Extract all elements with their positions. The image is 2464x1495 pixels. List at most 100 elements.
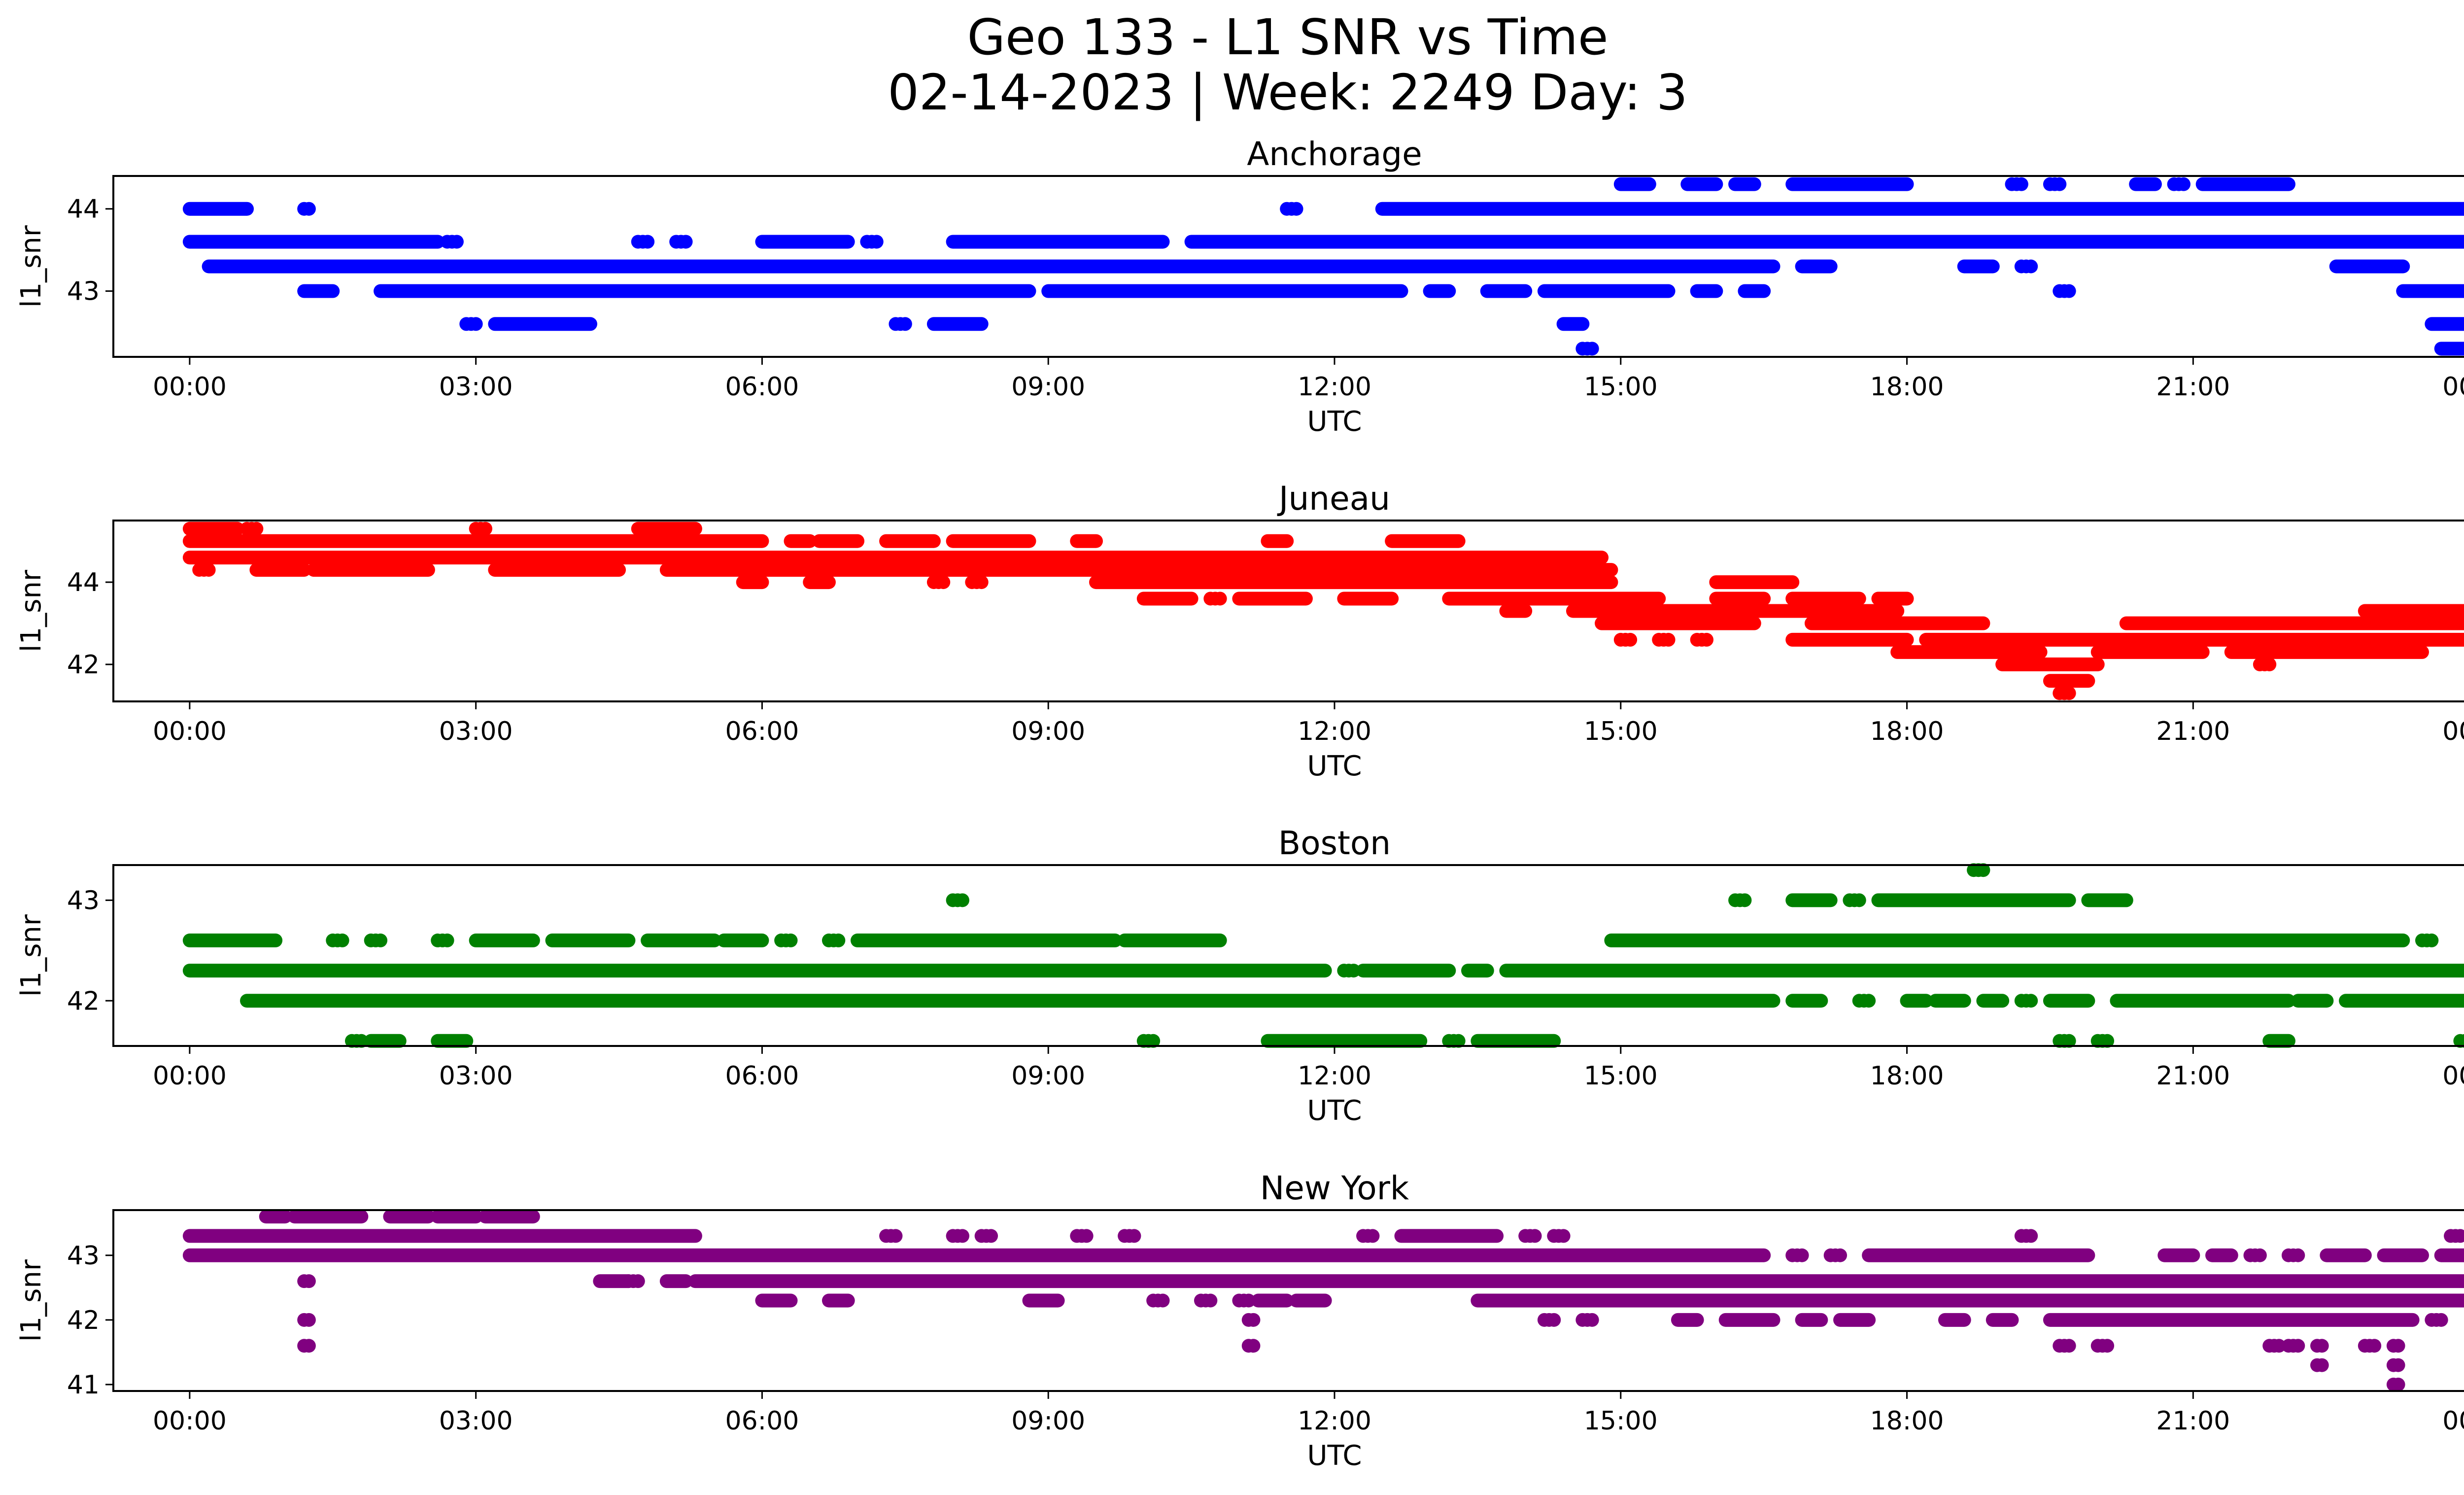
data-point xyxy=(1127,1229,1141,1243)
x-tick-label: 15:00 xyxy=(1584,1406,1658,1436)
data-point xyxy=(2062,1339,2076,1353)
data-point xyxy=(1585,342,1599,356)
subplot-title: New York xyxy=(1260,1169,1409,1207)
x-tick-label: 00:00 xyxy=(2442,1061,2464,1091)
data-point xyxy=(831,933,846,947)
x-tick-label: 21:00 xyxy=(2156,372,2230,402)
x-tick-label: 12:00 xyxy=(1298,1061,1371,1091)
data-point xyxy=(2458,1034,2464,1048)
data-points xyxy=(182,177,2464,356)
x-axis-label: UTC xyxy=(1307,750,1362,782)
data-point xyxy=(631,1274,645,1288)
data-points xyxy=(182,863,2464,1048)
x-tick-label: 12:00 xyxy=(1298,1406,1371,1436)
data-point xyxy=(1852,893,1866,907)
data-point xyxy=(1156,1293,1170,1308)
y-tick-label: 44 xyxy=(67,568,100,597)
y-tick-label: 42 xyxy=(67,986,100,1016)
data-point xyxy=(302,1274,316,1288)
y-tick-label: 43 xyxy=(67,1241,100,1271)
data-point xyxy=(2425,933,2439,947)
data-point xyxy=(1213,591,1227,606)
data-point xyxy=(249,522,264,536)
x-tick-label: 09:00 xyxy=(1011,372,1085,402)
data-point xyxy=(2100,1339,2115,1353)
data-point xyxy=(1862,994,1876,1008)
data-point xyxy=(1241,1293,1256,1308)
data-point xyxy=(1079,1229,1094,1243)
data-point xyxy=(1528,1229,1542,1243)
y-axis-label: l1_snr xyxy=(15,1259,47,1342)
data-point xyxy=(2062,686,2076,700)
subplot-new-york: New York 00:00 03:00 06:00 09:00 12:00 15:00 18… xyxy=(15,1169,2464,1472)
data-point xyxy=(1246,1313,1261,1327)
y-tick-label: 43 xyxy=(67,886,100,915)
x-tick-label: 18:00 xyxy=(1870,1061,1944,1091)
data-point xyxy=(440,933,454,947)
data-point xyxy=(2100,1034,2115,1048)
x-tick-label: 00:00 xyxy=(2442,717,2464,746)
data-point xyxy=(955,893,969,907)
x-tick-label: 00:00 xyxy=(2442,1406,2464,1436)
data-point xyxy=(1833,1248,1848,1262)
data-point xyxy=(2253,1248,2267,1262)
figure-subtitle: 02-14-2023 | Week: 2249 Day: 3 xyxy=(888,64,1687,121)
subplot-title: Anchorage xyxy=(1247,135,1422,173)
y-tick-label: 41 xyxy=(67,1370,100,1400)
data-point xyxy=(2291,1339,2305,1353)
data-point xyxy=(2315,1358,2329,1372)
x-tick-label: 18:00 xyxy=(1870,372,1944,402)
subplot-juneau: Juneau 00:00 03:00 06:00 09:00 12:00 15:00 18:0… xyxy=(15,480,2464,782)
data-point xyxy=(2315,1339,2329,1353)
data-point xyxy=(1451,1034,1466,1048)
data-point xyxy=(2014,177,2028,191)
subplot-title: Juneau xyxy=(1277,480,1390,518)
data-point xyxy=(1700,632,1714,647)
subplot-anchorage: Anchorage 00:00 03:00 06:00 09:00 12:00 15:00 1… xyxy=(15,135,2464,438)
x-tick-label: 21:00 xyxy=(2156,717,2230,746)
data-point xyxy=(898,317,912,331)
x-axis-label: UTC xyxy=(1307,406,1362,438)
data-point xyxy=(1661,632,1676,647)
data-point xyxy=(2024,1229,2038,1243)
data-point xyxy=(1585,1313,1599,1327)
x-tick-label: 12:00 xyxy=(1298,717,1371,746)
figure-title: Geo 133 - L1 SNR vs Time xyxy=(967,8,1608,66)
data-point xyxy=(1738,893,1752,907)
data-points xyxy=(182,1210,2464,1391)
data-point xyxy=(1203,1293,1218,1308)
data-point xyxy=(2053,177,2067,191)
x-tick-label: 00:00 xyxy=(153,1406,227,1436)
data-point xyxy=(2024,259,2038,274)
data-point xyxy=(2463,1037,2464,1045)
data-point xyxy=(2391,1339,2405,1353)
x-tick-label: 03:00 xyxy=(439,372,513,402)
x-tick-label: 18:00 xyxy=(1870,717,1944,746)
data-point xyxy=(302,1313,316,1327)
data-point xyxy=(1795,1248,1809,1262)
data-point xyxy=(1547,1313,1561,1327)
x-tick-label: 00:00 xyxy=(153,1061,227,1091)
data-point xyxy=(936,575,951,590)
x-tick-label: 15:00 xyxy=(1584,1061,1658,1091)
x-tick-label: 15:00 xyxy=(1584,372,1658,402)
data-point xyxy=(302,202,316,216)
data-point xyxy=(1346,964,1361,978)
data-point xyxy=(784,933,798,947)
data-point xyxy=(984,1229,998,1243)
x-tick-label: 06:00 xyxy=(725,1061,799,1091)
data-point xyxy=(2176,177,2190,191)
x-tick-label: 00:00 xyxy=(153,717,227,746)
data-point xyxy=(641,235,655,249)
data-point xyxy=(2391,1377,2405,1391)
x-tick-label: 09:00 xyxy=(1011,1406,1085,1436)
x-tick-label: 06:00 xyxy=(725,372,799,402)
data-point xyxy=(974,575,989,590)
data-point xyxy=(1366,1229,1380,1243)
data-point xyxy=(2262,657,2277,671)
data-point xyxy=(1556,1229,1571,1243)
x-axis-label: UTC xyxy=(1307,1440,1362,1472)
data-point xyxy=(1289,202,1303,216)
